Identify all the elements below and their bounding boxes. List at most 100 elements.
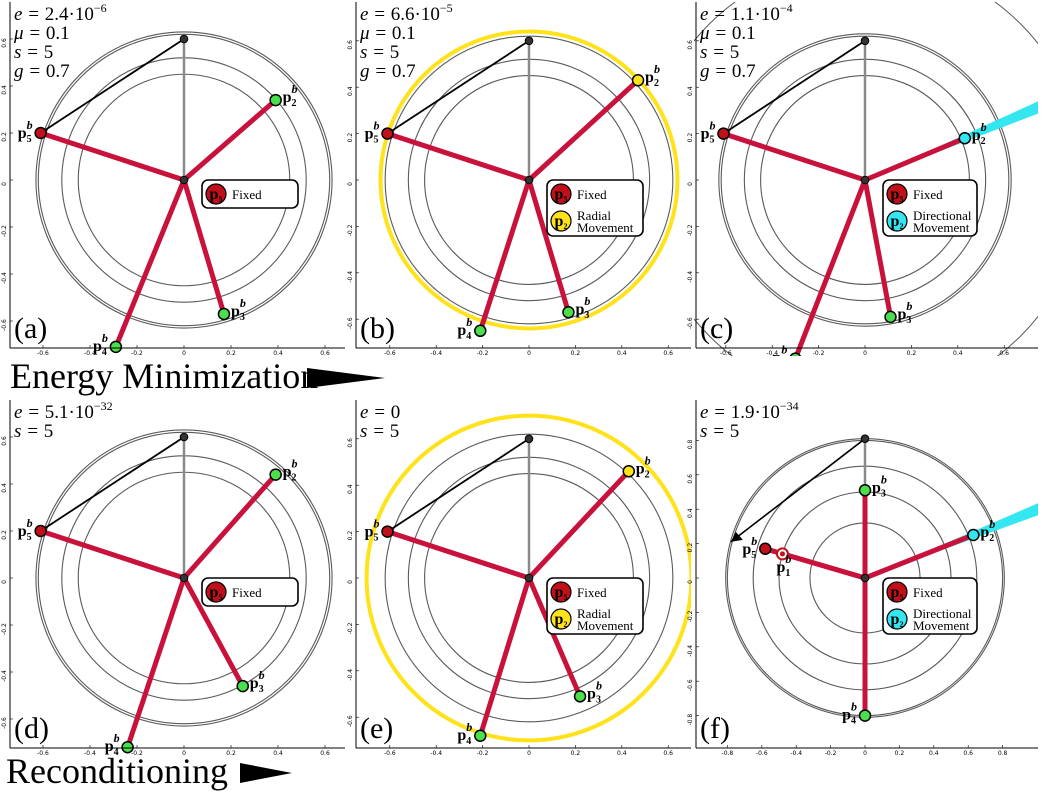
point-p2 — [622, 465, 636, 478]
point-label-p4: p4b — [842, 700, 857, 727]
y-tick-label: 0 — [687, 182, 694, 186]
param-s: s = 5 — [700, 421, 739, 442]
y-tick-label: -0.4 — [1, 670, 8, 682]
legend-frame — [201, 179, 299, 209]
yellow-ring-circle — [378, 29, 680, 331]
point-label-p5: p5b — [365, 517, 380, 544]
panel-content: p5b p2b p3b p4b — [18, 31, 333, 356]
point-p4 — [474, 324, 487, 338]
edge-line — [181, 575, 246, 689]
y-tick-label: -0.6 — [347, 715, 354, 727]
black-link-line — [40, 436, 185, 532]
point-label-p4: p4b — [457, 315, 472, 342]
y-tick-label: 0.4 — [687, 508, 694, 518]
point-p4 — [858, 709, 872, 722]
row-arrow-icon — [240, 763, 292, 783]
edge-line — [862, 177, 894, 320]
panel-e: p5b p2b p3b p4b -0.6 -0.4 -0.2 0 0.2 0.4 0.6 0.6 0.4… — [347, 400, 691, 757]
y-tick-label: -0.6 — [687, 679, 694, 691]
edge-line — [526, 77, 641, 183]
row-label-energy-minimization: Energy Minimization — [10, 356, 385, 396]
x-tick-label: -0.4 — [430, 350, 442, 357]
x-tick-label: 0.6 — [663, 750, 673, 757]
point-p3 — [573, 690, 587, 703]
edge-line — [862, 135, 968, 183]
param-e: e = 0 — [360, 402, 400, 423]
y-tick-label: -0.2 — [1, 623, 8, 635]
x-tick-label: -0.2 — [825, 750, 837, 757]
origin-dot — [860, 175, 870, 185]
point-p5 — [34, 126, 47, 140]
y-tick-label: -0.4 — [347, 669, 354, 681]
edge-line — [181, 472, 279, 581]
legend-box: p5 Fixed — [201, 179, 299, 209]
black-arrow-line — [730, 438, 866, 543]
row-label-text: Reconditioning — [6, 751, 228, 791]
x-tick-label: -0.4 — [84, 350, 96, 357]
y-tick-label: -0.6 — [347, 317, 354, 329]
legend-box: p5 Fixed — [201, 577, 299, 607]
y-tick-label: 0.2 — [687, 133, 694, 143]
param-μ: μ = 0.1 — [699, 23, 756, 44]
param-μ: μ = 0.1 — [359, 23, 416, 44]
param-e: e = 6.6·10−5 — [360, 1, 453, 25]
top-anchor-dot — [860, 36, 870, 46]
black-link-line — [386, 438, 530, 533]
point-label-p2: p2b — [636, 453, 651, 480]
x-tick-label: 0.6 — [963, 750, 973, 757]
point-label-p4: p4b — [105, 731, 120, 758]
x-tick-label: 0 — [863, 750, 867, 757]
row-label-reconditioning: Reconditioning — [6, 751, 292, 791]
y-tick-label: 0 — [1, 182, 8, 186]
origin-dot — [524, 573, 534, 583]
black-link-line — [40, 38, 185, 134]
y-tick-label: -0.4 — [687, 645, 694, 657]
y-tick-label: 0 — [1, 580, 8, 584]
point-label-p2: p2b — [283, 457, 298, 484]
y-tick-label: 0.4 — [687, 86, 694, 96]
legend-text: Movement — [913, 618, 970, 633]
legend-text: Fixed — [913, 585, 943, 600]
x-tick-label: -0.6 — [384, 750, 396, 757]
param-s: s = 5 — [360, 421, 399, 442]
y-tick-label: -0.2 — [687, 610, 694, 622]
point-p2 — [269, 93, 282, 107]
black-link-line — [386, 40, 530, 135]
point-label-p2: p2b — [645, 62, 660, 89]
legend-swatch-p5 — [205, 183, 227, 205]
y-tick-label: -0.2 — [1, 225, 8, 237]
point-p5 — [381, 127, 394, 140]
point-p5 — [758, 542, 772, 556]
yellow-ring-circle — [364, 413, 691, 743]
legend-text: Movement — [577, 220, 634, 235]
x-tick-label: -0.6 — [720, 350, 732, 357]
arrowhead-icon — [730, 531, 743, 542]
point-p1-core — [779, 551, 785, 557]
x-tick-label: 0.2 — [895, 750, 905, 757]
legend-frame — [201, 577, 299, 607]
y-tick-label: 0.4 — [347, 86, 354, 96]
panel-d: p5b p2b p3b p4b -0.6 -0.4 -0.2 0 0.2 0.4 0.6 0.6 0.4… — [1, 399, 345, 758]
y-tick-label: -0.6 — [687, 317, 694, 329]
point-p2 — [631, 73, 645, 87]
y-tick-label: -0.4 — [687, 271, 694, 283]
legend-swatch-p2 — [886, 210, 908, 232]
point-p5 — [717, 127, 730, 140]
param-e: e = 1.1·10−4 — [700, 1, 793, 25]
panel-letter: (b) — [360, 312, 395, 345]
legend-text: Directional — [913, 208, 972, 223]
edge-line — [384, 529, 532, 581]
panel-letter: (f) — [700, 712, 730, 745]
ring-circle — [718, 33, 1012, 327]
legend-swatch-p5 — [550, 183, 572, 205]
param-s: s = 5 — [700, 42, 739, 63]
legend-text: Radial — [577, 208, 611, 223]
x-tick-label: 0.2 — [571, 750, 581, 757]
point-p4 — [121, 740, 134, 754]
legend-text: Movement — [577, 618, 634, 633]
y-tick-label: -0.2 — [347, 622, 354, 634]
y-tick-label: -0.4 — [1, 272, 8, 284]
